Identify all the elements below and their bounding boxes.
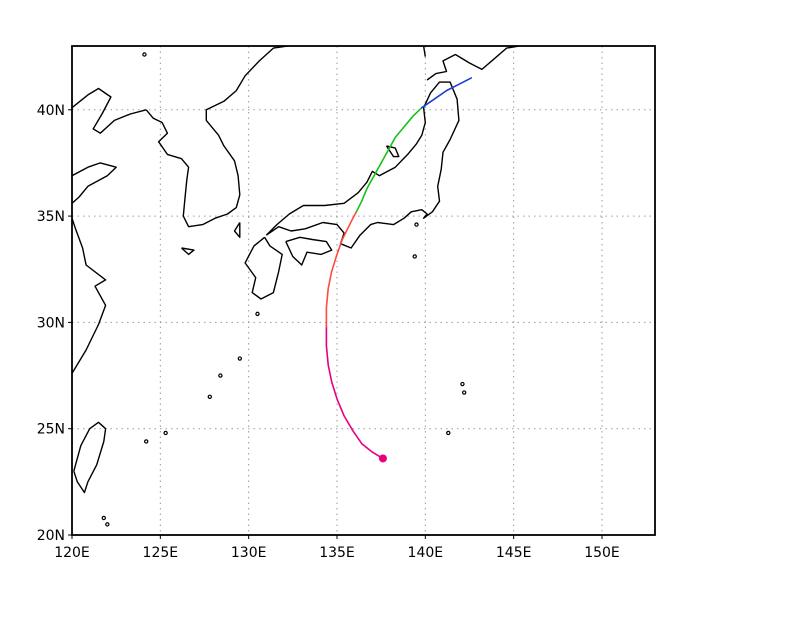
coastlines [72,46,520,527]
coastline-5 [265,81,460,249]
lon-tick-label: 140E [408,545,444,561]
lon-tick-label: 145E [496,545,532,561]
longitude-axis: 120E 125E 130E 135E 140E 145E 150E [54,535,620,561]
coastline-1 [72,162,117,204]
coastline-9 [73,421,107,494]
plot-background [72,46,655,535]
coastline-2 [72,87,147,134]
genesis-marker [378,454,387,463]
lat-tick-label: 40N [37,103,65,119]
coastline-10 [385,145,400,158]
coastline-6 [285,236,333,266]
lon-tick-label: 120E [54,545,90,561]
island-7 [446,430,451,436]
track-segment-1 [325,211,358,328]
latitude-axis: 20N 25N 30N 35N 40N [37,103,72,544]
island-4 [237,356,243,361]
island-9 [460,381,465,387]
island-12 [142,52,147,57]
island-0 [143,439,149,444]
lat-tick-label: 25N [37,422,65,438]
lon-tick-label: 150E [584,545,620,561]
island-3 [218,373,223,378]
grid-lines [72,46,655,535]
storm-track [325,77,473,463]
track-segment-0 [325,325,384,460]
lon-tick-label: 125E [143,545,179,561]
lat-tick-label: 30N [37,315,65,331]
coastline-0 [72,217,107,374]
coastline-4 [244,236,283,300]
lon-tick-label: 130E [231,545,267,561]
island-2 [207,394,212,400]
track-segment-3 [421,77,473,109]
lat-tick-label: 35N [37,209,65,225]
island-5 [255,311,260,317]
lon-tick-label: 135E [319,545,355,561]
coastline-7 [426,46,520,81]
island-6 [412,254,417,259]
island-1 [163,430,168,436]
island-10 [101,515,107,521]
lat-tick-label: 20N [37,528,65,544]
coastline-3 [145,46,288,228]
coastline-8 [422,46,426,57]
plot-frame [71,45,656,536]
track-segment-2 [355,106,423,213]
coastline-11 [233,222,241,238]
island-13 [414,222,419,227]
coastline-12 [181,247,195,256]
island-11 [105,522,110,527]
island-8 [462,390,467,395]
